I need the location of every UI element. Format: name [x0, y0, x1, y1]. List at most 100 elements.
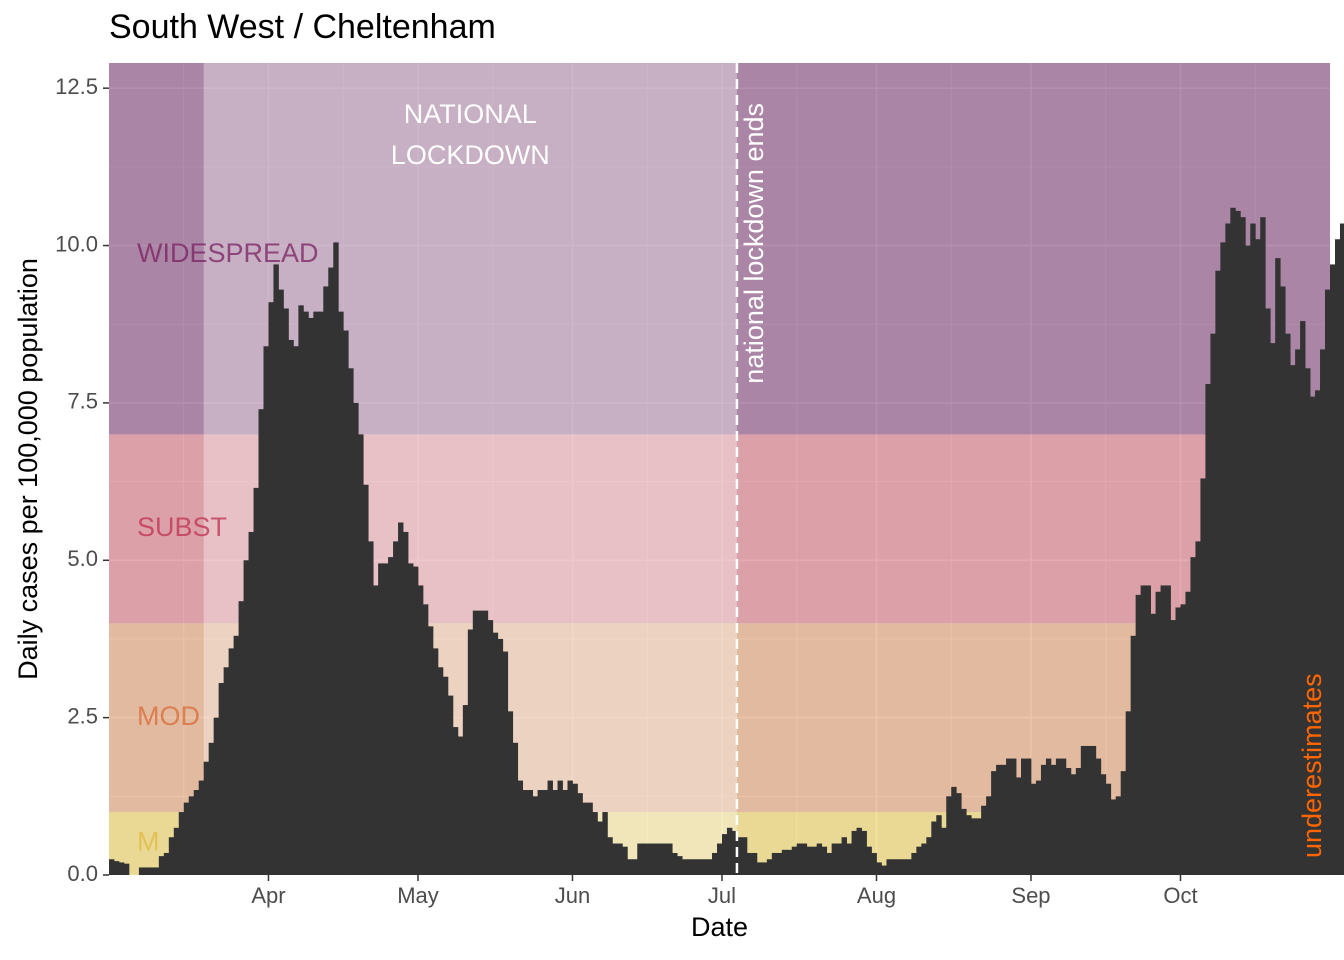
bar [258, 409, 264, 875]
bar [462, 705, 469, 875]
bar [118, 862, 125, 875]
bar [1080, 745, 1087, 875]
bar [801, 843, 808, 875]
bar [143, 867, 150, 875]
bar [213, 717, 220, 875]
bar [552, 790, 558, 875]
bar [457, 736, 464, 875]
bar [427, 626, 434, 875]
bar [1195, 541, 1201, 875]
bar [1315, 390, 1321, 875]
bar [308, 317, 314, 875]
bar [602, 812, 608, 875]
bar [228, 648, 234, 875]
bar [976, 818, 982, 875]
bar [188, 796, 195, 875]
bar [1060, 758, 1067, 875]
bar [821, 846, 828, 875]
bar [198, 780, 205, 875]
bar [283, 308, 289, 875]
bar [1325, 289, 1331, 876]
band-label-widespread: WIDESPREAD [137, 238, 319, 268]
bar [886, 859, 892, 875]
bar [1175, 607, 1181, 875]
bar [1040, 764, 1047, 875]
bar [1011, 758, 1017, 875]
bar [467, 629, 474, 875]
bar [313, 311, 319, 876]
bar [1085, 745, 1092, 875]
bar [826, 852, 833, 875]
bar [1075, 767, 1082, 875]
bar [293, 346, 299, 875]
bar [243, 560, 249, 875]
bar [652, 843, 658, 875]
bar [761, 862, 768, 875]
bar [771, 852, 778, 875]
bar [442, 676, 449, 875]
bar [333, 242, 339, 875]
bar [1215, 270, 1221, 875]
bar [906, 859, 912, 875]
bar [956, 793, 962, 875]
bar [378, 563, 384, 875]
bar [123, 863, 130, 875]
bar [447, 695, 454, 875]
bar [208, 742, 215, 875]
bar [692, 859, 698, 875]
bar [1275, 258, 1281, 875]
bar [288, 339, 294, 875]
bar [622, 846, 628, 875]
bar [517, 780, 524, 875]
bar [343, 330, 349, 875]
bar [637, 843, 643, 875]
bar [323, 286, 329, 875]
bar [1205, 384, 1211, 875]
bar [662, 843, 668, 875]
bar [726, 827, 733, 875]
lockdown-label-line1: NATIONAL [404, 99, 537, 129]
bar [612, 843, 618, 875]
bar [1065, 767, 1072, 875]
bar [966, 815, 972, 875]
bar [542, 790, 548, 875]
bars [109, 207, 1344, 876]
bar [363, 484, 369, 875]
bar [1110, 799, 1117, 875]
bar [572, 783, 578, 875]
bar [1155, 591, 1161, 875]
bar [318, 311, 324, 876]
band-label-mod: MOD [137, 701, 200, 731]
bar [587, 802, 593, 875]
bar [677, 856, 683, 875]
bar [746, 852, 753, 875]
bar [1310, 396, 1316, 875]
band-label-m: M [137, 827, 160, 857]
bar [791, 846, 798, 875]
bar [527, 790, 534, 875]
bar [707, 859, 713, 875]
bar [861, 830, 867, 875]
bar [836, 843, 842, 875]
bar [766, 859, 773, 875]
bar [816, 843, 823, 875]
bar [383, 563, 389, 875]
bar [393, 541, 399, 875]
x-tick-label: Aug [857, 883, 896, 908]
bar [268, 302, 274, 875]
bar [263, 346, 269, 875]
bar [607, 837, 613, 875]
bar [582, 802, 588, 875]
bar [1295, 349, 1301, 876]
bar [1220, 242, 1226, 875]
bar [253, 487, 259, 875]
bar [1330, 264, 1336, 875]
bar [388, 557, 394, 875]
bar [178, 812, 185, 875]
bar [1006, 758, 1012, 875]
bar [1120, 771, 1127, 875]
bar [876, 862, 882, 875]
bar [233, 635, 239, 875]
bar [891, 859, 897, 875]
